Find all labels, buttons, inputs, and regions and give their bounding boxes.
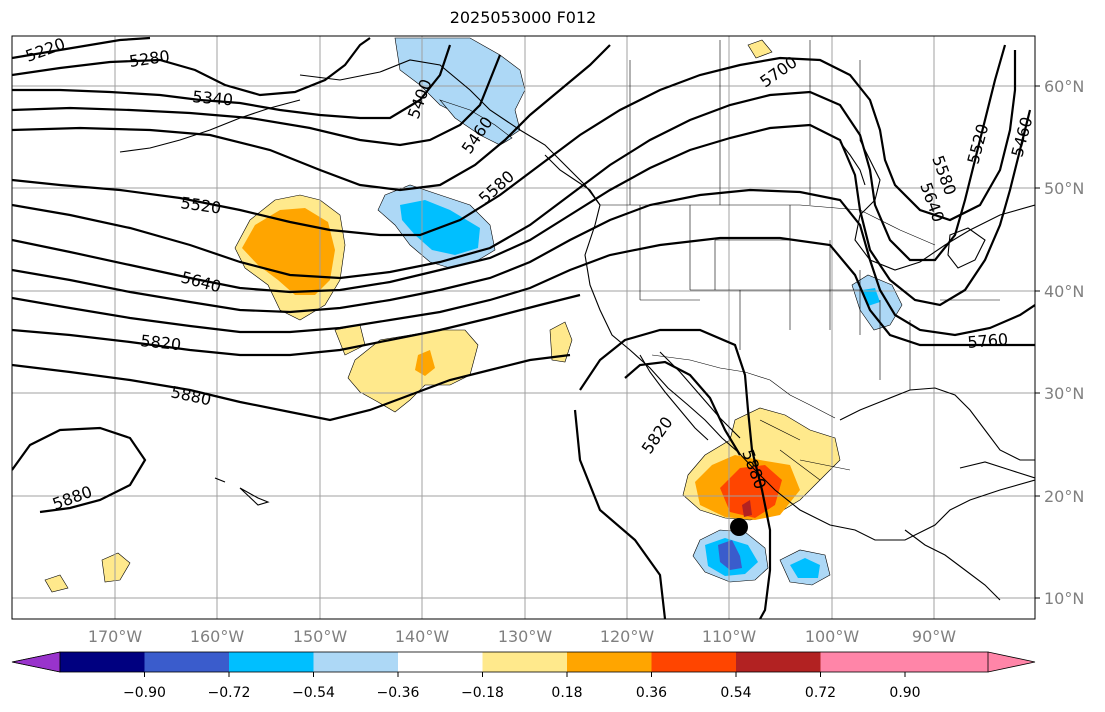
- contour-5340: [12, 44, 452, 120]
- positive-anomaly-small-5: [747, 39, 773, 59]
- contour-5640: [12, 109, 1032, 307]
- colorbar-label: 0.36: [636, 685, 667, 701]
- colorbar-ticks: [144, 672, 906, 677]
- great-lakes: [947, 227, 986, 269]
- us-states: [639, 205, 1035, 390]
- contour-5820: [12, 293, 581, 357]
- bc-coast: [544, 154, 601, 206]
- graticule: [12, 36, 1035, 619]
- contour-label: 5340: [192, 87, 234, 109]
- location-marker: [730, 518, 748, 536]
- map-area: 5220 5280 5340 5400 5460 5520 5580 5640 …: [12, 36, 1035, 619]
- colorbar-segment: [229, 652, 314, 672]
- negative-anomaly-alaska-2: [439, 99, 513, 146]
- positive-anomaly-subtropic-core: [415, 350, 435, 376]
- positive-anomaly-small-4: [44, 574, 69, 593]
- height-contours: [12, 36, 1035, 619]
- positive-anomaly-small-2: [549, 321, 573, 363]
- lon-tick-label: 90°W: [912, 627, 956, 646]
- contour-5760: [12, 236, 1035, 347]
- contour-5880-outer: [573, 409, 667, 619]
- canada-north: [839, 141, 866, 186]
- map-title: 2025053000 F012: [449, 8, 597, 27]
- negative-anomaly-offshore-dark: [718, 540, 742, 570]
- colorbar-segment: [567, 652, 652, 672]
- gulf-coast: [839, 387, 1035, 461]
- colorbar-segment: [60, 652, 145, 672]
- map-frame: [11, 35, 1036, 620]
- us-mexico-border: [651, 354, 836, 419]
- lon-tick-label: 150°W: [293, 627, 348, 646]
- longitude-labels: 170°W 160°W 150°W 140°W 130°W 120°W 110°…: [88, 627, 956, 646]
- colorbar-label: −0.18: [461, 685, 504, 701]
- contour-label: 5820: [140, 331, 182, 354]
- colorbar-label: −0.90: [123, 685, 166, 701]
- colorbar-label: 0.90: [889, 685, 920, 701]
- lon-tick-label: 120°W: [600, 627, 655, 646]
- lon-tick-label: 130°W: [498, 627, 553, 646]
- contour-5820-mexico: [624, 360, 741, 456]
- lon-tick-label: 110°W: [702, 627, 757, 646]
- contour-5520: [12, 50, 1017, 237]
- tick-marks: [1035, 85, 1040, 599]
- hawaii-2: [239, 487, 270, 506]
- positive-anomaly-pacific-core: [242, 208, 335, 295]
- cuba: [959, 461, 1035, 479]
- contour-5220: [12, 36, 151, 60]
- lon-tick-label: 140°W: [395, 627, 450, 646]
- lat-tick-label: 20°N: [1044, 487, 1084, 506]
- lat-tick-label: 40°N: [1044, 282, 1084, 301]
- mexico-states: [759, 419, 851, 481]
- contour-5460-west: [12, 44, 611, 192]
- negative-anomaly-alaska: [394, 37, 526, 141]
- lon-tick-label: 170°W: [88, 627, 143, 646]
- contour-5280: [12, 37, 371, 97]
- central-america: [904, 529, 1001, 601]
- lat-tick-label: 60°N: [1044, 77, 1084, 96]
- colorbar-segment: [736, 652, 821, 672]
- lat-tick-label: 30°N: [1044, 384, 1084, 403]
- positive-anomaly-mexico-red: [720, 465, 782, 518]
- contour-label: 5760: [967, 330, 1009, 352]
- colorbar-extend-high: [820, 652, 1035, 672]
- colorbar-segment: [398, 652, 483, 672]
- colorbar: −0.90 −0.72 −0.54 −0.36 −0.18 0.18 0.36 …: [11, 651, 1036, 701]
- positive-anomaly-mexico-darkred: [742, 500, 752, 517]
- contour-5880-loop: [12, 426, 147, 514]
- lon-tick-label: 100°W: [805, 627, 860, 646]
- coastlines: [119, 59, 1035, 601]
- contour-5580: [12, 44, 1007, 280]
- colorbar-outline: [59, 651, 989, 673]
- colorbar-label: 0.72: [805, 685, 836, 701]
- contour-5880-main: [12, 353, 571, 422]
- contour-5400: [12, 54, 502, 147]
- contour-5880-mexico: [579, 328, 772, 619]
- lat-tick-label: 50°N: [1044, 179, 1084, 198]
- baja-california: [639, 354, 709, 441]
- alaska-coast: [299, 59, 1035, 541]
- colorbar-label: −0.54: [292, 685, 335, 701]
- colorbar-segment: [313, 652, 398, 672]
- colorbar-label: −0.36: [377, 685, 420, 701]
- latitude-labels: 60°N 50°N 40°N 30°N 20°N 10°N: [1044, 77, 1084, 608]
- colorbar-label: 0.18: [551, 685, 582, 701]
- canada-provinces: [629, 40, 861, 205]
- colorbar-outline-ends: [11, 651, 61, 673]
- colorbar-extend-low: [11, 651, 61, 673]
- colorbar-outline-ends: [987, 651, 1036, 673]
- negative-anomaly-offshore-2-core: [790, 558, 820, 578]
- colorbar-label: −0.72: [208, 685, 251, 701]
- hawaii-1: [214, 477, 226, 483]
- lon-tick-label: 160°W: [190, 627, 245, 646]
- colorbar-label: 0.54: [720, 685, 751, 701]
- contour-5700: [12, 188, 1035, 337]
- anomaly-shading: [44, 37, 903, 593]
- colorbar-segment: [144, 652, 229, 672]
- colorbar-segment: [482, 652, 567, 672]
- colorbar-segment: [651, 652, 736, 672]
- lat-tick-label: 10°N: [1044, 589, 1084, 608]
